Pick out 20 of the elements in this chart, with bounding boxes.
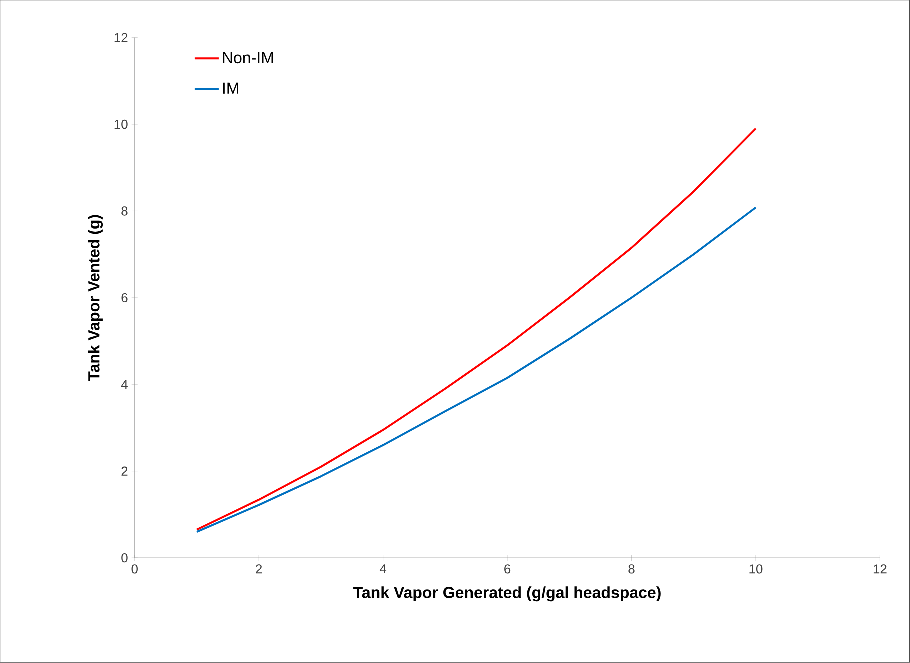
x-tick-label: 10 xyxy=(750,564,763,574)
x-axis-title: Tank Vapor Generated (g/gal headspace) xyxy=(354,586,661,602)
y-tick-label: 8 xyxy=(122,206,128,216)
x-tick-label: 8 xyxy=(628,564,635,574)
y-axis-title: Tank Vapor Vented (g) xyxy=(88,215,104,382)
line-series xyxy=(196,128,757,531)
y-tick-label: 0 xyxy=(122,553,128,563)
y-tick-label: 4 xyxy=(121,380,128,390)
y-tick-label: 6 xyxy=(122,293,128,303)
x-tick-label: 12 xyxy=(874,564,887,574)
legend-label: IM xyxy=(223,82,238,94)
y-tick-label: 2 xyxy=(122,466,128,476)
x-tick-label: 0 xyxy=(132,564,138,574)
x-tick-label: 6 xyxy=(504,564,511,574)
legend-label: Non-IM xyxy=(223,52,274,64)
x-tick-label: 2 xyxy=(256,564,262,574)
x-tick-label: 4 xyxy=(380,564,387,574)
y-tick-label: 10 xyxy=(114,120,128,130)
y-tick-label: 12 xyxy=(114,33,128,42)
line-series xyxy=(196,206,757,534)
